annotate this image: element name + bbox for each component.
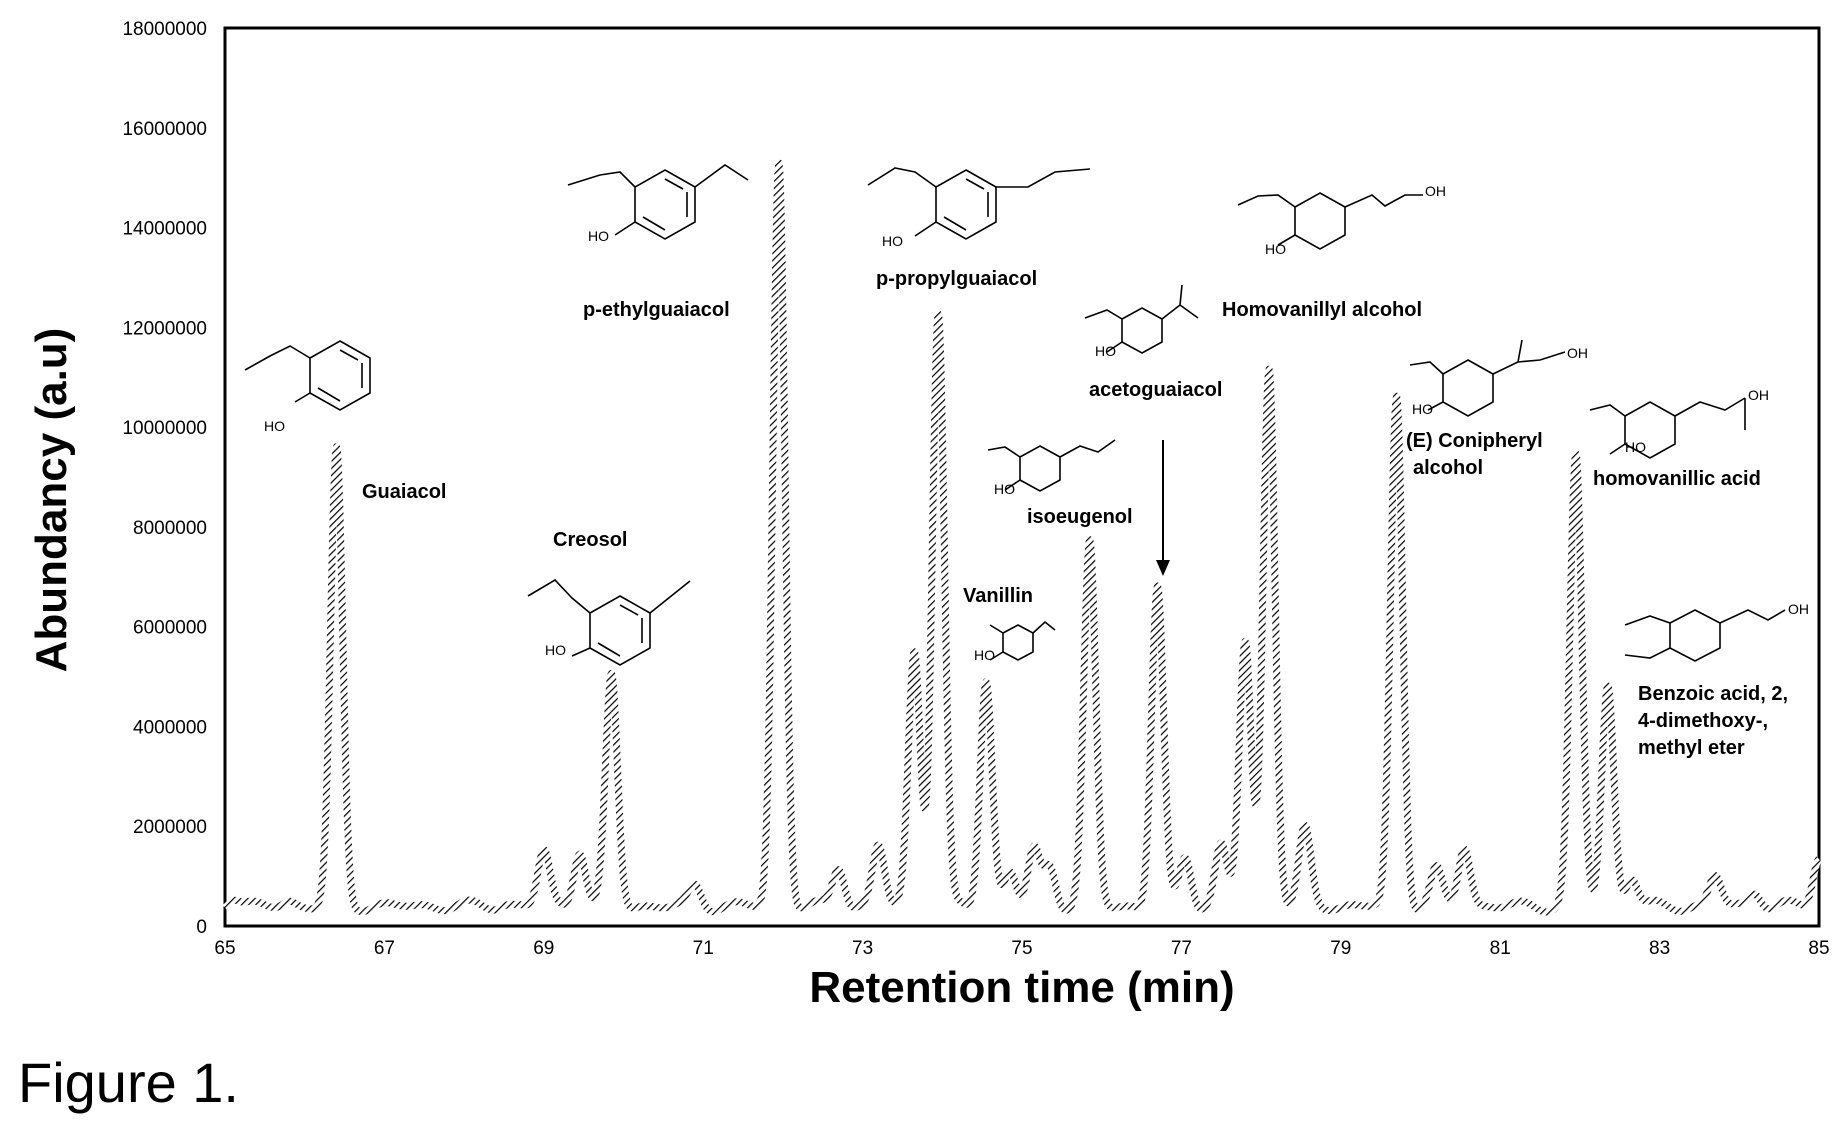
structure-homovanillic-acid: HO OH (1589, 387, 1769, 459)
x-tick-label: 77 (1171, 938, 1192, 959)
label-guaiacol: Guaiacol (362, 481, 446, 503)
structure-ho-text: HO (1625, 439, 1646, 455)
structure-oh-text: OH (1788, 601, 1809, 617)
label-p-ethylguaiacol: p-ethylguaiacol (583, 299, 730, 321)
structure-ho-text: HO (1412, 401, 1433, 417)
chromatogram-trace (222, 159, 1822, 916)
y-tick-label: 0 (196, 917, 207, 938)
label-creosol: Creosol (553, 529, 627, 551)
label-p-propylguaiacol: p-propylguaiacol (876, 268, 1037, 290)
acetoguaiacol-arrow (1156, 440, 1170, 576)
plot-frame (223, 26, 1821, 928)
structure-ho-text: HO (588, 228, 609, 244)
x-tick-label: 71 (693, 938, 714, 959)
structure-guaiacol: HO (244, 340, 371, 434)
y-tick-label: 16000000 (122, 119, 207, 140)
structure-vanillin: HO (974, 620, 1056, 663)
label-isoeugenol: isoeugenol (1027, 506, 1133, 528)
x-axis-title: Retention time (min) (809, 963, 1234, 1012)
structure-creosol: HO (527, 578, 691, 666)
figure-caption: Figure 1. (18, 1051, 239, 1114)
structure-ho-text: HO (1265, 241, 1286, 257)
x-tick-label: 85 (1808, 938, 1829, 959)
structure-oh-text: OH (1425, 183, 1446, 199)
x-tick-label: 69 (533, 938, 554, 959)
structure-ho-text: HO (994, 481, 1015, 497)
x-tick-label: 75 (1011, 938, 1032, 959)
structure-p-propylguaiacol: HO (867, 167, 1091, 249)
y-tick-label: 4000000 (133, 717, 207, 738)
structure-benzoic-acid: OH (1624, 601, 1809, 662)
structure-homovanillyl-alcohol: HO OH (1237, 183, 1446, 257)
x-axis-ticks: 65 67 69 71 73 75 77 79 81 83 85 (214, 938, 1829, 959)
x-tick-label: 81 (1490, 938, 1511, 959)
y-tick-label: 10000000 (122, 418, 207, 439)
structure-ho-text: HO (974, 647, 995, 663)
label-benzoic-line1: Benzoic acid, 2, (1638, 683, 1788, 705)
x-tick-label: 67 (374, 938, 395, 959)
label-benzoic-line3: methyl eter (1638, 737, 1745, 759)
structure-ho-text: HO (1095, 343, 1116, 359)
x-tick-label: 73 (852, 938, 873, 959)
y-tick-label: 14000000 (122, 219, 207, 240)
structure-acetoguaiacol: HO (1084, 284, 1199, 359)
structure-ho-text: HO (264, 418, 285, 434)
structure-isoeugenol: HO (987, 439, 1116, 497)
y-tick-label: 2000000 (133, 817, 207, 838)
structure-p-ethylguaiacol: HO (567, 164, 749, 244)
label-conipheryl-line1: (E) Conipheryl (1406, 430, 1543, 452)
y-tick-label: 18000000 (122, 19, 207, 40)
label-homovanillic-acid: homovanillic acid (1593, 468, 1761, 490)
structure-ho-text: HO (882, 233, 903, 249)
y-tick-label: 12000000 (122, 318, 207, 339)
x-tick-label: 65 (214, 938, 235, 959)
y-axis-ticks: 0 2000000 4000000 6000000 8000000 10000000 120… (122, 19, 207, 938)
structure-oh-text: OH (1748, 387, 1769, 403)
y-tick-label: 6000000 (133, 618, 207, 639)
structure-coniferyl-alcohol: HO OH (1409, 339, 1588, 417)
label-acetoguaiacol: acetoguaiacol (1089, 379, 1222, 401)
x-tick-label: 79 (1330, 938, 1351, 959)
y-axis-title: Abundancy (a.u) (27, 328, 76, 673)
structure-oh-text: OH (1567, 345, 1588, 361)
y-tick-label: 8000000 (133, 518, 207, 539)
peak-labels: Guaiacol Creosol p-ethylguaiacol p-propy… (362, 268, 1788, 759)
label-benzoic-line2: 4-dimethoxy-, (1638, 710, 1768, 732)
label-conipheryl-line2: alcohol (1413, 457, 1483, 479)
structure-ho-text: HO (545, 642, 566, 658)
x-tick-label: 83 (1649, 938, 1670, 959)
label-homovanillyl-alcohol: Homovanillyl alcohol (1222, 299, 1422, 321)
label-vanillin: Vanillin (963, 585, 1033, 607)
